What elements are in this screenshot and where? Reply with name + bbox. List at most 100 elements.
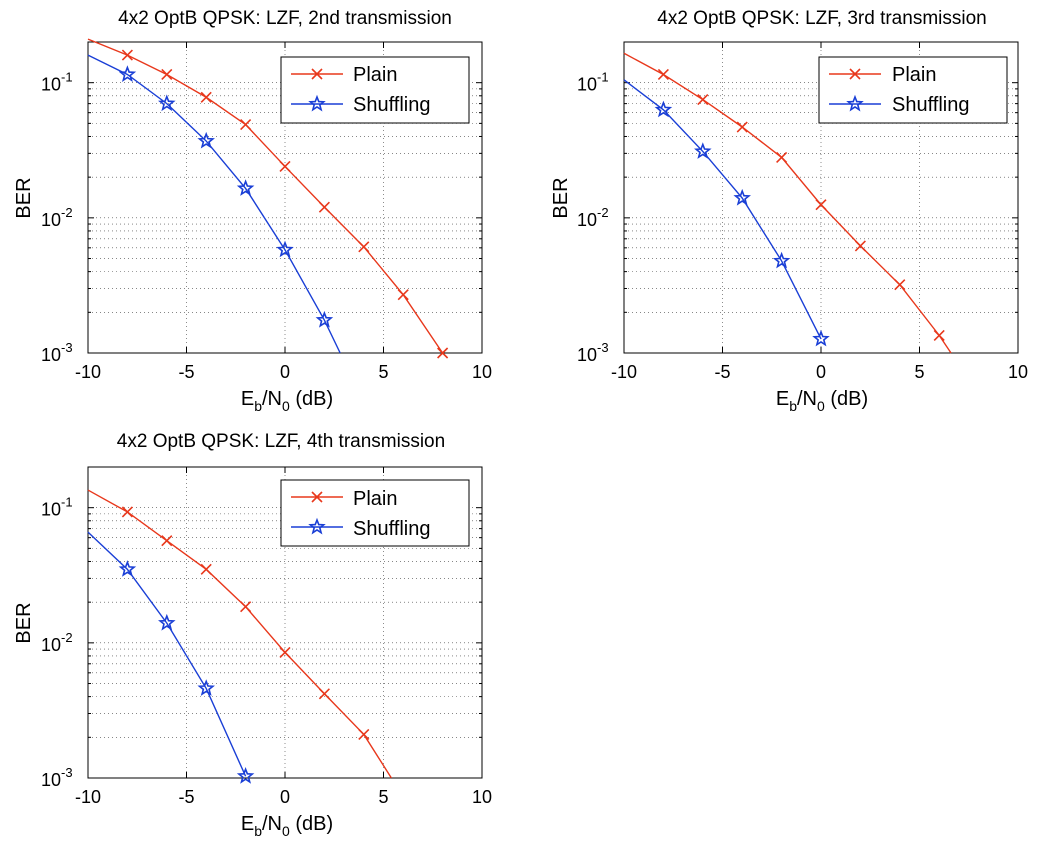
data-point-plain [161,535,173,547]
data-point-shuffling [236,767,255,784]
data-point-plain [200,91,212,103]
x-tick-label: -5 [178,787,194,807]
legend-box [280,479,470,547]
x-tick-label: -10 [75,362,101,382]
data-point-shuffling [812,329,830,347]
x-tick-label: 10 [472,362,492,382]
data-point-plain [121,506,133,518]
x-tick-label: 0 [280,787,290,807]
legend-entry-plain [829,68,881,80]
x-tick-label: 5 [378,362,388,382]
series-line-plain [623,52,952,354]
legend-marker-plain [311,491,323,503]
x-tick-label: 0 [280,362,290,382]
chart-title: 4x2 OptB QPSK: LZF, 3rd transmission [657,8,986,29]
data-point-plain [437,347,449,359]
legend: Plain Shuffling [818,56,1008,124]
legend-label-shuffling: Shuffling [892,94,969,116]
data-point-plain [200,563,212,575]
data-point-plain [240,601,252,613]
data-point-shuffling [118,65,137,82]
axis-ticks [87,466,483,779]
data-point-plain [894,279,906,291]
legend-box [280,56,470,124]
legend: Plain Shuffling [280,56,470,124]
y-tick-label: 10-1 [41,495,73,520]
y-tick-label: 10-3 [41,340,73,365]
legend-entry-plain [291,68,343,80]
data-point-shuffling [772,251,791,269]
x-tick-labels: -10 -5 0 5 10 [75,787,492,807]
x-axis-label: Eb/N0 (dB) [241,388,333,414]
x-tick-label: 0 [816,362,826,382]
legend-marker-shuffling [846,94,864,112]
x-tick-labels: -10 -5 0 5 10 [611,362,1028,382]
series-layer [87,38,449,359]
y-tick-label: 10-2 [41,630,73,655]
series-line-shuffling [87,531,247,777]
y-tick-labels: 10-1 10-2 10-3 [577,70,609,365]
axis-ticks [623,41,1019,354]
x-tick-label: -10 [75,787,101,807]
legend-entry-plain [291,491,343,503]
legend-marker-plain [311,68,323,80]
data-point-plain [240,118,252,131]
legend: Plain Shuffling [280,479,470,547]
chart-panel-2nd-transmission: 4x2 OptB QPSK: LZF, 2nd transmission -10… [13,8,492,414]
data-point-plain [318,688,330,700]
legend-label-plain: Plain [892,64,936,86]
data-point-plain [358,241,370,253]
series-line-shuffling [87,54,341,354]
y-tick-label: 10-1 [41,70,73,95]
data-point-plain [279,646,291,658]
series-layer [87,489,392,784]
chart-title: 4x2 OptB QPSK: LZF, 2nd transmission [118,8,452,29]
x-tick-label: 10 [1008,362,1028,382]
data-point-plain [318,201,330,213]
chart-panel-3rd-transmission: 4x2 OptB QPSK: LZF, 3rd transmission -10… [550,8,1028,414]
legend-box [818,56,1008,124]
series-line-plain [87,38,444,354]
x-tick-labels: -10 -5 0 5 10 [75,362,492,382]
data-point-plain [815,199,827,211]
legend-label-plain: Plain [353,64,397,86]
data-point-plain [358,728,370,741]
data-point-plain [161,68,173,81]
axis-ticks [87,41,483,354]
data-point-shuffling [236,179,255,196]
legend-marker-shuffling [308,517,326,535]
data-point-shuffling [158,94,176,112]
y-tick-label: 10-1 [577,70,609,95]
legend-marker-shuffling [308,94,326,112]
y-tick-label: 10-3 [41,765,73,790]
y-axis-label: BER [13,177,35,218]
data-point-shuffling [197,679,215,696]
data-point-plain [121,49,133,61]
x-tick-label: 10 [472,787,492,807]
x-tick-label: -5 [178,362,194,382]
legend-marker-plain [849,68,861,80]
series-layer [623,52,952,354]
x-tick-label: 5 [378,787,388,807]
data-point-shuffling [158,613,176,631]
legend-entry-shuffling [291,94,343,112]
x-tick-label: -5 [714,362,730,382]
data-point-plain [697,94,709,106]
legend-entry-shuffling [291,517,343,535]
chart-panel-4th-transmission: 4x2 OptB QPSK: LZF, 4th transmission -10… [13,431,492,839]
chart-title: 4x2 OptB QPSK: LZF, 4th transmission [117,431,445,452]
data-point-shuffling [654,100,673,118]
data-point-plain [279,160,291,173]
legend-label-plain: Plain [353,488,397,510]
data-point-shuffling [315,310,334,328]
y-tick-labels: 10-1 10-2 10-3 [41,495,73,790]
legend-label-shuffling: Shuffling [353,518,430,540]
y-tick-labels: 10-1 10-2 10-3 [41,70,73,365]
data-point-shuffling [197,131,215,149]
x-axis-label: Eb/N0 (dB) [776,388,868,414]
data-point-plain [776,151,788,163]
data-point-shuffling [118,560,137,577]
data-point-plain [736,121,748,133]
y-tick-label: 10-3 [577,340,609,365]
